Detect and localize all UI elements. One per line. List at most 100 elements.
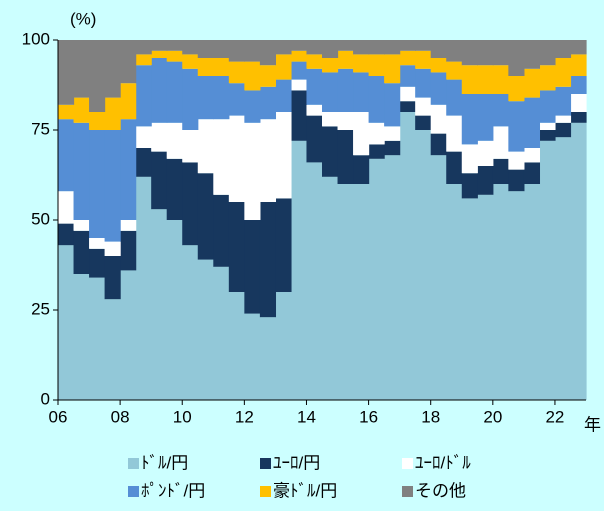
area-step xyxy=(197,259,214,400)
area-step xyxy=(461,94,478,145)
area-step xyxy=(384,54,401,84)
area-step xyxy=(73,97,90,123)
legend-swatch xyxy=(260,486,271,497)
area-step xyxy=(570,76,587,94)
area-step xyxy=(182,40,199,55)
area-step xyxy=(259,317,277,400)
x-tick-label: 14 xyxy=(297,407,316,426)
y-tick-label: 100 xyxy=(22,29,50,48)
area-step xyxy=(415,50,432,69)
area-step xyxy=(384,83,401,127)
area-step xyxy=(244,313,261,400)
area-step xyxy=(275,54,292,80)
area-step xyxy=(368,54,385,76)
area-step xyxy=(322,112,339,127)
area-step xyxy=(89,277,106,400)
area-step xyxy=(461,65,478,94)
area-step xyxy=(104,256,121,300)
area-step xyxy=(461,40,478,66)
area-step xyxy=(430,40,447,58)
area-step xyxy=(322,126,339,177)
area-step xyxy=(228,292,245,400)
area-step xyxy=(213,194,230,267)
area-step xyxy=(430,58,447,73)
area-step xyxy=(89,238,106,249)
area-step xyxy=(213,76,230,120)
area-step xyxy=(508,191,525,400)
x-tick-label: 10 xyxy=(173,407,192,426)
area-step xyxy=(430,155,447,400)
area-step xyxy=(244,40,261,62)
area-step xyxy=(322,40,339,58)
area-step xyxy=(430,104,447,134)
area-step xyxy=(399,112,416,400)
area-step xyxy=(337,112,354,130)
area-step xyxy=(337,68,354,112)
area-step xyxy=(477,40,494,66)
area-step xyxy=(368,122,385,145)
area-step xyxy=(461,144,478,174)
legend-swatch xyxy=(260,458,271,469)
area-step xyxy=(135,176,152,400)
area-step xyxy=(554,137,572,400)
area-step xyxy=(337,40,354,51)
area-step xyxy=(259,86,277,120)
legend-label: ﾎﾟﾝﾄﾞ/円 xyxy=(141,481,205,500)
area-step xyxy=(290,61,308,80)
area-step xyxy=(290,50,308,62)
area-step xyxy=(570,112,587,123)
legend-label: ﾕｰﾛ/ﾄﾞﾙ xyxy=(415,453,471,472)
area-step xyxy=(213,119,230,195)
legend-swatch xyxy=(128,458,139,469)
area-step xyxy=(275,112,292,199)
area-step xyxy=(197,173,214,260)
area-step xyxy=(337,130,354,184)
area-step xyxy=(477,140,494,166)
area-step xyxy=(430,72,447,105)
area-step xyxy=(290,90,308,141)
area-step xyxy=(213,266,230,400)
area-step xyxy=(73,40,90,98)
area-step xyxy=(213,40,230,58)
area-step xyxy=(151,50,168,58)
area-step xyxy=(275,292,292,400)
area-step xyxy=(166,61,183,123)
area-step xyxy=(523,162,541,184)
area-step xyxy=(182,54,199,69)
area-step xyxy=(228,115,245,202)
area-step xyxy=(399,50,416,66)
area-step xyxy=(384,140,401,156)
area-step xyxy=(353,184,370,400)
x-tick-label: 22 xyxy=(545,407,564,426)
area-step xyxy=(135,126,152,148)
area-step xyxy=(415,130,432,400)
legend-label: ﾕｰﾛ/円 xyxy=(273,453,320,472)
legend-swatch xyxy=(402,458,413,469)
area-step xyxy=(461,198,478,400)
area-step xyxy=(446,79,463,116)
area-step xyxy=(166,220,183,400)
area-step xyxy=(290,40,308,51)
area-step xyxy=(353,155,370,184)
area-step xyxy=(368,76,385,123)
area-step xyxy=(275,79,292,112)
area-step xyxy=(104,97,121,130)
y-tick-label: 75 xyxy=(31,119,50,138)
area-step xyxy=(353,112,370,156)
area-step xyxy=(539,130,556,141)
area-step xyxy=(182,130,199,163)
area-step xyxy=(554,58,572,87)
x-tick-label: 20 xyxy=(483,407,502,426)
area-step xyxy=(353,54,370,73)
y-tick-label: 25 xyxy=(31,299,50,318)
area-step xyxy=(570,54,587,76)
area-step xyxy=(151,40,168,51)
area-step xyxy=(228,61,245,84)
area-step xyxy=(523,68,541,98)
area-step xyxy=(523,97,541,148)
area-step xyxy=(275,198,292,292)
area-step xyxy=(306,162,323,400)
area-step xyxy=(508,151,525,170)
area-step xyxy=(259,119,277,202)
area-step xyxy=(306,40,323,55)
